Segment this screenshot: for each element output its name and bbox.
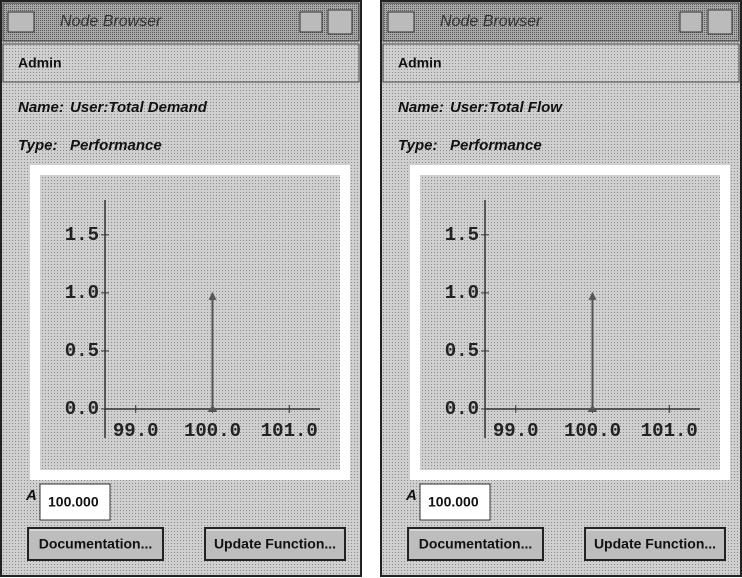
y-tick-label: 0.0 [445,398,479,420]
input-label: A [25,487,37,504]
type-label: Type: [398,137,437,154]
maximize-button[interactable] [328,10,352,34]
window-menu-button[interactable] [8,12,34,32]
y-tick-label: 1.5 [445,224,479,246]
name-value: User:Total Demand [70,99,208,116]
button-label[interactable]: Documentation... [39,536,153,552]
y-tick-label: 1.0 [65,282,99,304]
menu-item[interactable]: Admin [398,55,442,71]
x-tick-label: 100.0 [564,420,621,442]
maximize-button[interactable] [708,10,732,34]
x-tick-label: 99.0 [113,420,159,442]
x-tick-label: 99.0 [493,420,539,442]
y-tick-label: 0.0 [65,398,99,420]
type-value: Performance [450,137,542,154]
x-tick-label: 100.0 [184,420,241,442]
name-label: Name: [398,99,444,116]
screen: Node Browser Admin Name: User:Total Demand T… [0,0,742,578]
window: Node Browser Admin Name: User:Total Flow Typ… [381,1,741,576]
window-title: Node Browser [440,13,542,30]
y-tick-label: 0.5 [65,340,99,362]
minimize-button[interactable] [300,12,322,32]
input-value[interactable]: 100.000 [428,494,479,510]
window: Node Browser Admin Name: User:Total Demand T… [1,1,361,576]
input-value[interactable]: 100.000 [48,494,99,510]
window-menu-button[interactable] [388,12,414,32]
y-tick-label: 1.5 [65,224,99,246]
type-label: Type: [18,137,57,154]
y-tick-label: 1.0 [445,282,479,304]
x-tick-label: 101.0 [641,420,698,442]
minimize-button[interactable] [680,12,702,32]
button-label[interactable]: Update Function... [594,536,716,552]
name-label: Name: [18,99,64,116]
input-label: A [405,487,417,504]
y-tick-label: 0.5 [445,340,479,362]
button-label[interactable]: Documentation... [419,536,533,552]
name-value: User:Total Flow [450,99,563,116]
x-tick-label: 101.0 [261,420,318,442]
button-label[interactable]: Update Function... [214,536,336,552]
type-value: Performance [70,137,162,154]
window-title: Node Browser [60,13,162,30]
menu-item[interactable]: Admin [18,55,62,71]
